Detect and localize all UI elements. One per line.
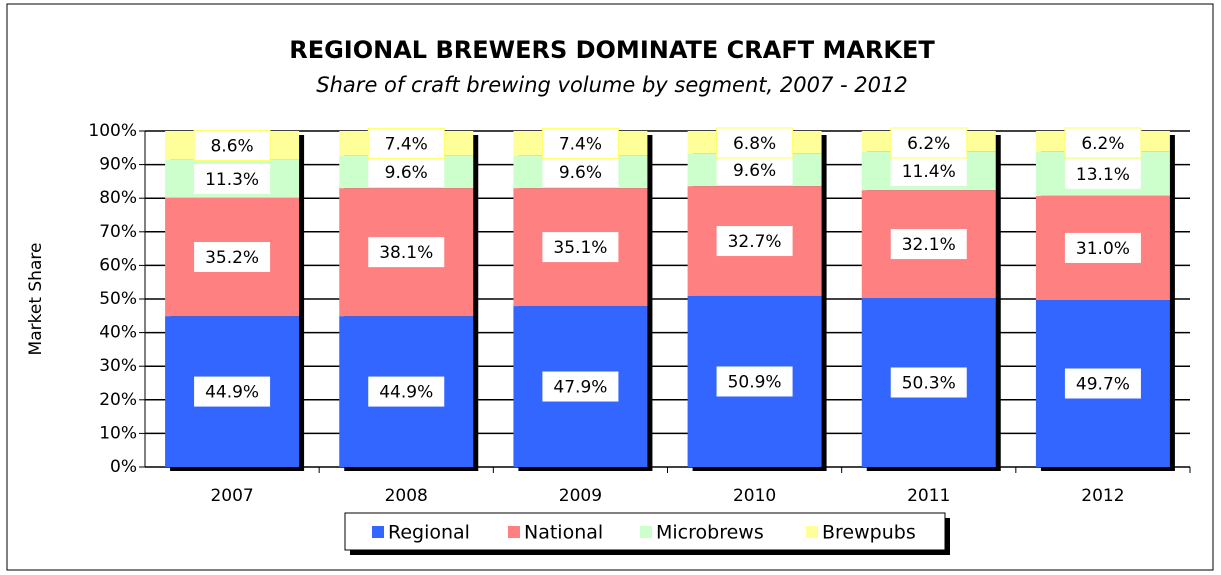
y-tick-label: 50%: [99, 289, 137, 309]
value-label: 35.2%: [205, 248, 259, 268]
y-tick-label: 100%: [88, 121, 137, 141]
legend-label: Brewpubs: [822, 522, 916, 544]
y-tick-label: 10%: [99, 423, 137, 443]
value-label: 38.1%: [379, 243, 433, 263]
legend-swatch: [640, 526, 652, 538]
value-label-box: [367, 127, 445, 159]
value-label-box: [890, 127, 968, 159]
x-tick-label: 2012: [1081, 486, 1124, 506]
x-tick-label: 2007: [210, 486, 253, 506]
value-label-box: [890, 229, 967, 260]
value-label-box: [368, 156, 445, 187]
y-tick-label: 90%: [99, 155, 137, 175]
value-label: 9.6%: [385, 163, 428, 183]
value-label: 11.3%: [205, 170, 259, 190]
value-label: 6.2%: [907, 134, 950, 154]
value-label-box: [1064, 232, 1141, 263]
value-label: 7.4%: [559, 134, 602, 154]
value-label-box: [890, 367, 967, 398]
value-label-box: [890, 155, 967, 186]
value-label-box: [541, 127, 619, 159]
legend-swatch: [372, 526, 384, 538]
legend-label: Regional: [388, 522, 470, 544]
legend-swatch: [806, 526, 818, 538]
chart-title: REGIONAL BREWERS DOMINATE CRAFT MARKET: [289, 36, 935, 64]
value-label-box: [716, 127, 794, 159]
value-label: 44.9%: [379, 383, 433, 403]
legend-swatch: [508, 526, 520, 538]
value-label-box: [542, 232, 619, 263]
value-label: 6.8%: [733, 134, 776, 154]
value-label: 6.2%: [1081, 134, 1124, 154]
chart-subtitle: Share of craft brewing volume by segment…: [316, 73, 907, 97]
x-tick-label: 2011: [907, 486, 950, 506]
value-label: 32.7%: [728, 232, 782, 252]
y-tick-label: 70%: [99, 222, 137, 242]
value-label: 9.6%: [559, 163, 602, 183]
value-label-box: [1064, 368, 1141, 399]
y-tick-label: 20%: [99, 390, 137, 410]
value-label-box: [194, 163, 271, 194]
value-label-box: [542, 156, 619, 187]
value-label: 50.3%: [902, 373, 956, 393]
legend-label: Microbrews: [656, 522, 764, 544]
value-label: 47.9%: [553, 378, 607, 398]
value-label-box: [193, 129, 271, 161]
value-label: 7.4%: [385, 134, 428, 154]
value-label: 44.9%: [205, 383, 259, 403]
value-label-box: [716, 226, 793, 257]
x-tick-label: 2008: [385, 486, 428, 506]
value-label-box: [194, 242, 271, 272]
y-tick-label: 60%: [99, 255, 137, 275]
value-label: 9.6%: [733, 161, 776, 181]
value-label-box: [542, 371, 619, 402]
value-label-box: [194, 376, 271, 407]
value-label-box: [368, 376, 445, 407]
y-tick-label: 40%: [99, 323, 137, 343]
value-label-box: [716, 154, 793, 185]
value-label-box: [1064, 127, 1142, 159]
value-label: 32.1%: [902, 235, 956, 255]
y-axis-label: Market Share: [26, 243, 46, 356]
y-tick-label: 0%: [110, 457, 137, 477]
value-label: 8.6%: [210, 136, 253, 156]
value-label: 31.0%: [1076, 239, 1130, 259]
legend-label: National: [524, 522, 603, 544]
value-label-box: [368, 237, 445, 268]
value-label: 13.1%: [1076, 165, 1130, 185]
value-label: 50.9%: [728, 372, 782, 392]
value-label: 49.7%: [1076, 375, 1130, 395]
value-label-box: [1064, 158, 1141, 189]
y-tick-label: 80%: [99, 188, 137, 208]
x-tick-label: 2009: [559, 486, 602, 506]
value-label-box: [716, 366, 793, 397]
value-label: 11.4%: [902, 162, 956, 182]
value-label: 35.1%: [553, 238, 607, 258]
x-tick-label: 2010: [733, 486, 776, 506]
y-tick-label: 30%: [99, 356, 137, 376]
